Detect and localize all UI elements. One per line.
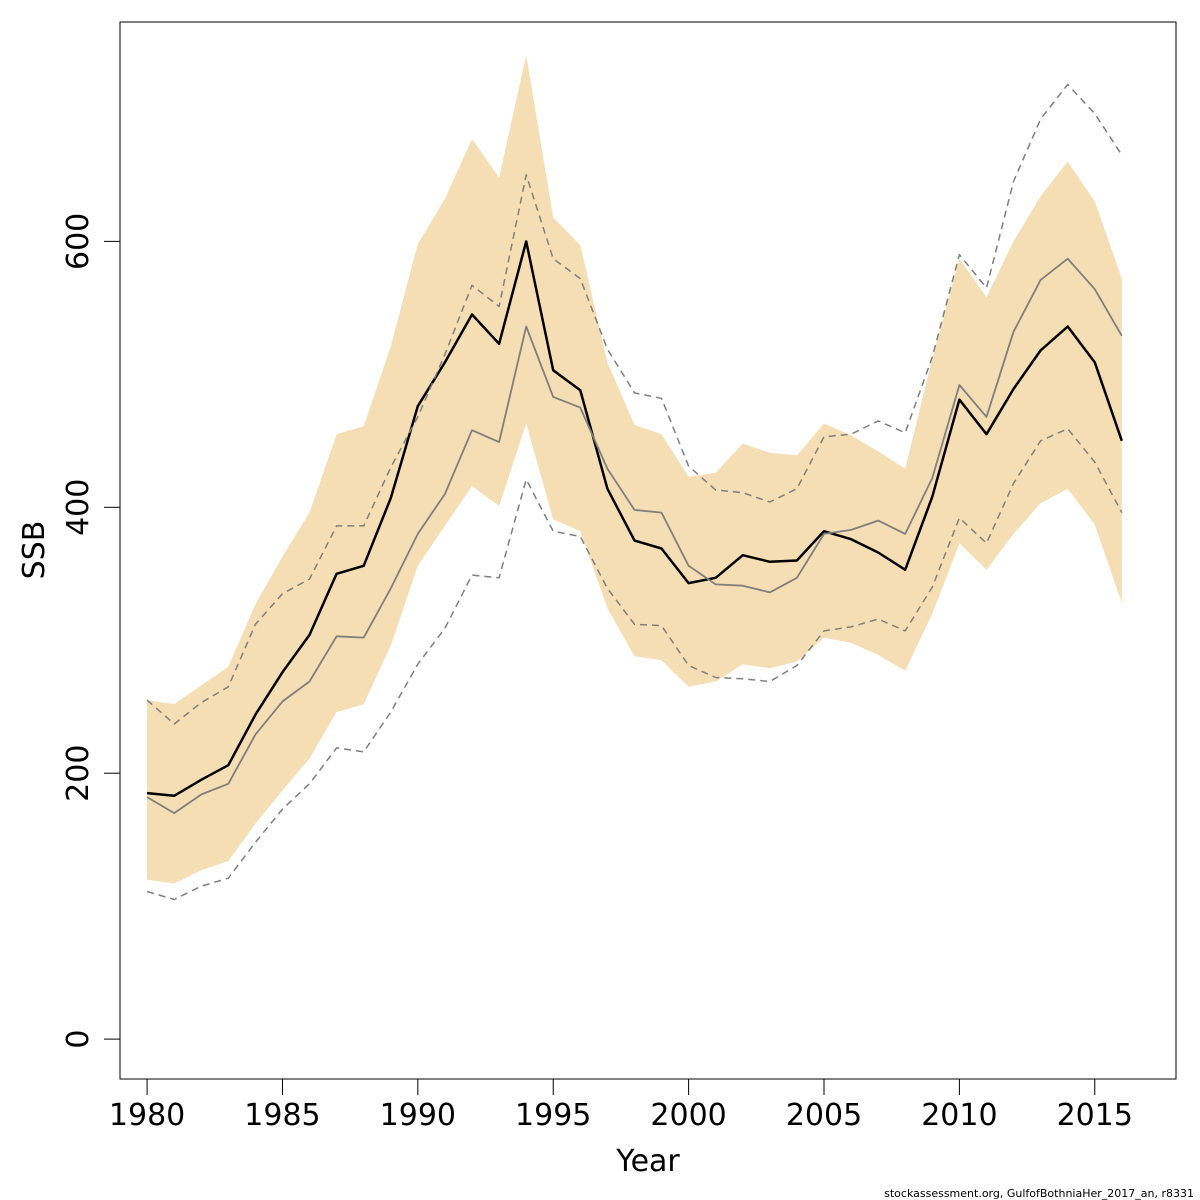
x-tick-label: 1990 [380,1098,456,1133]
x-axis-title: Year [615,1144,680,1179]
x-tick-label: 1980 [109,1098,185,1133]
y-tick-label: 400 [61,479,96,536]
confidence-band-layer [147,55,1122,884]
x-tick-label: 1995 [515,1098,591,1133]
ssb-retrospective-line [146,257,1123,814]
y-axis: 0 200 400 600 [61,213,121,1049]
ssb-estimate-line [146,240,1123,798]
x-tick-label: 2015 [1057,1098,1133,1133]
confidence-band [147,55,1122,884]
ssb-upper-dashed-line [146,83,1123,725]
y-axis-title: SSB [17,521,52,580]
footer-credit: stockassessment.org, GulfofBothniaHer_20… [884,1187,1194,1200]
x-tick-label: 1985 [244,1098,320,1133]
x-tick-label: 2005 [786,1098,862,1133]
x-axis: 1980 1985 1990 1995 2000 2005 2010 2015 [109,1078,1133,1133]
series-layer [146,83,1123,901]
y-tick-label: 600 [61,213,96,270]
x-tick-label: 2000 [650,1098,726,1133]
ssb-lower-dashed-line [146,428,1123,901]
y-tick-label: 0 [61,1030,96,1049]
x-tick-label: 2010 [921,1098,997,1133]
y-tick-label: 200 [61,745,96,802]
